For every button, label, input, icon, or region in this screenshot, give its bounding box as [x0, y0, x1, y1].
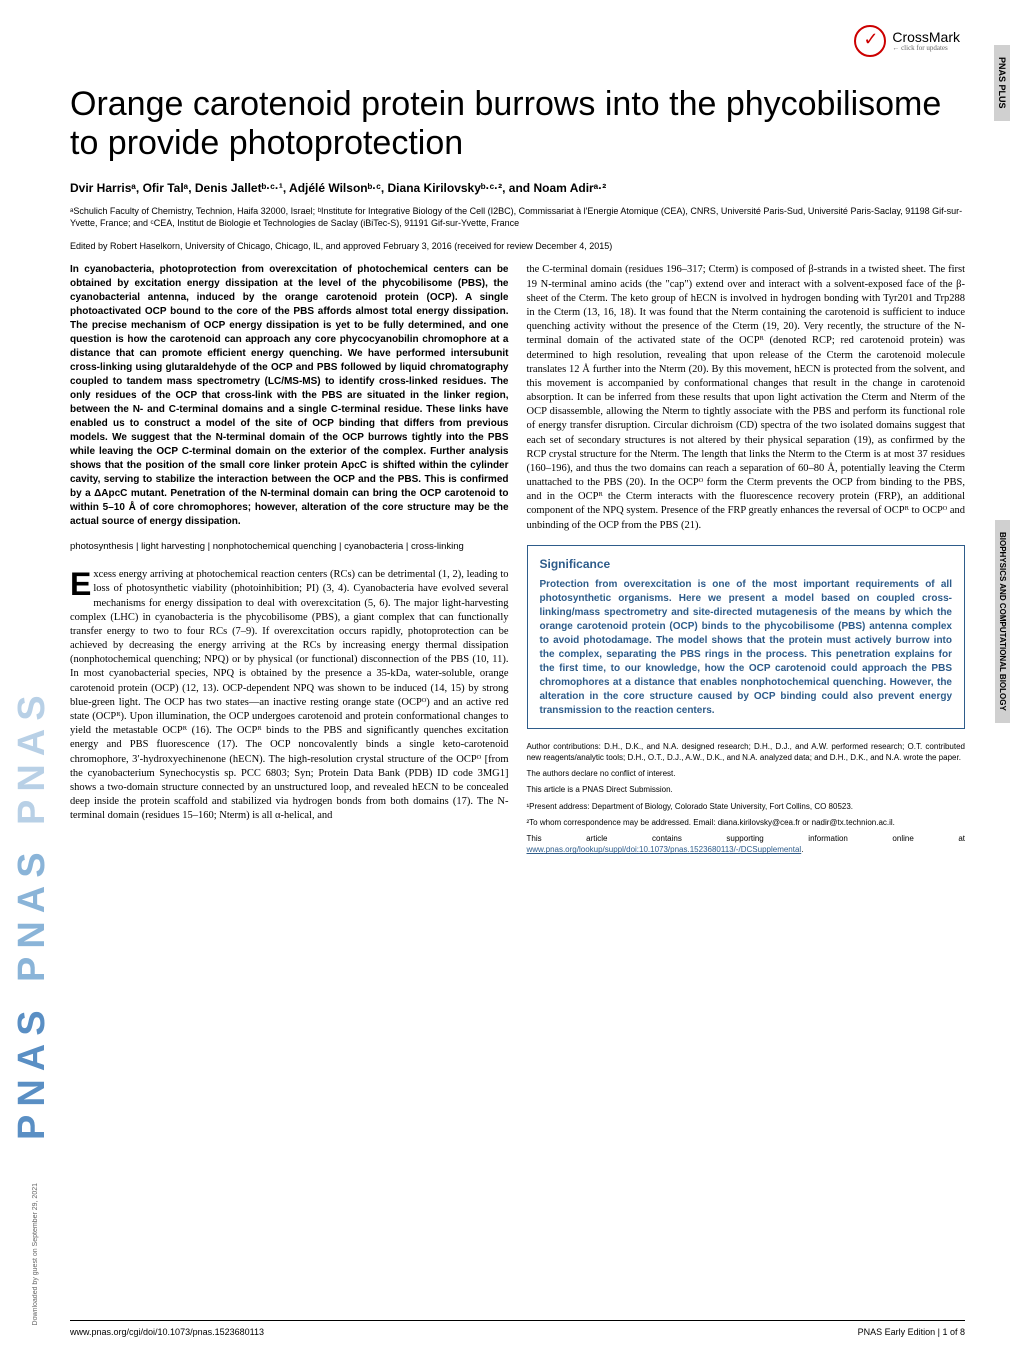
page-number: PNAS Early Edition | 1 of 8 — [858, 1327, 965, 1337]
dropcap: E — [70, 570, 91, 599]
body-text-right: the C-terminal domain (residues 196–317;… — [527, 263, 966, 532]
abstract: In cyanobacteria, photoprotection from o… — [70, 263, 509, 529]
author-contributions: Author contributions: D.H., D.K., and N.… — [527, 741, 966, 763]
significance-box: Significance Protection from overexcitat… — [527, 545, 966, 729]
crossmark-icon — [854, 25, 886, 57]
authors: Dvir Harrisᵃ, Ofir Talᵃ, Denis Jalletᵇ·ᶜ… — [70, 181, 965, 195]
correspondence: ²To whom correspondence may be addressed… — [527, 817, 966, 828]
article-title: Orange carotenoid protein burrows into t… — [70, 85, 965, 163]
edited-by: Edited by Robert Haselkorn, University o… — [70, 241, 965, 251]
crossmark-subtext: ← click for updates — [892, 44, 960, 52]
supplement-link[interactable]: www.pnas.org/lookup/suppl/doi:10.1073/pn… — [527, 845, 802, 854]
keywords: photosynthesis | light harvesting | nonp… — [70, 541, 509, 554]
affiliations: ᵃSchulich Faculty of Chemistry, Technion… — [70, 205, 965, 229]
page-footer: www.pnas.org/cgi/doi/10.1073/pnas.152368… — [70, 1320, 965, 1337]
footnotes: Author contributions: D.H., D.K., and N.… — [527, 741, 966, 856]
crossmark-text: CrossMark — [892, 30, 960, 44]
download-label: Downloaded by guest on September 29, 202… — [32, 1183, 39, 1325]
significance-title: Significance — [540, 556, 953, 572]
body-text-left: Excess energy arriving at photochemical … — [70, 568, 509, 823]
present-address-1: ¹Present address: Department of Biology,… — [527, 801, 966, 812]
conflict-statement: The authors declare no conflict of inter… — [527, 768, 966, 779]
pnas-plus-label: PNAS PLUS — [994, 45, 1010, 121]
supplement-note: This article contains supporting informa… — [527, 833, 966, 855]
crossmark-badge[interactable]: CrossMark ← click for updates — [854, 25, 960, 57]
doi-link[interactable]: www.pnas.org/cgi/doi/10.1073/pnas.152368… — [70, 1327, 264, 1337]
significance-body: Protection from overexcitation is one of… — [540, 578, 953, 718]
pnas-logo: PNAS PNAS PNAS — [10, 40, 55, 1140]
submission-statement: This article is a PNAS Direct Submission… — [527, 784, 966, 795]
category-label: BIOPHYSICS AND COMPUTATIONAL BIOLOGY — [995, 520, 1010, 723]
